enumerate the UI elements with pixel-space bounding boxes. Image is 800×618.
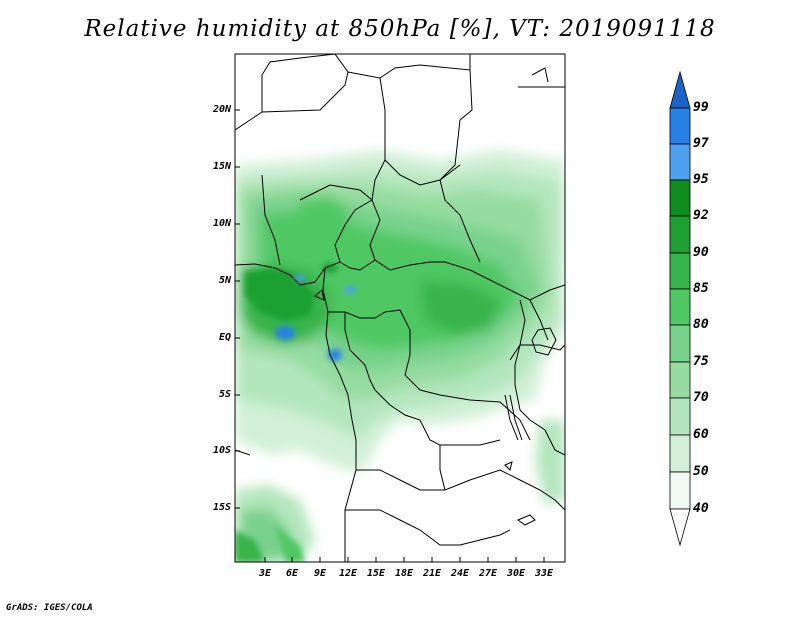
lat-label-20n: 20N xyxy=(212,104,231,115)
lon-label-3e: 3E xyxy=(258,568,272,579)
colorbar-label-92: 92 xyxy=(693,208,709,223)
lon-label-6e: 6E xyxy=(285,568,299,579)
lat-label-5s: 5S xyxy=(218,389,231,400)
lon-label-12e: 12E xyxy=(338,568,358,579)
lon-label-33e: 33E xyxy=(534,568,554,579)
humidity-field xyxy=(235,54,565,562)
colorbar xyxy=(669,70,691,547)
footer-credit: GrADS: IGES/COLA xyxy=(6,603,93,613)
lon-label-9e: 9E xyxy=(313,568,327,579)
colorbar-label-60: 60 xyxy=(693,427,709,442)
lat-label-10s: 10S xyxy=(212,445,231,456)
lon-label-21e: 21E xyxy=(422,568,442,579)
colorbar-label-40: 40 xyxy=(693,501,709,516)
colorbar-label-50: 50 xyxy=(693,464,709,479)
colorbar-label-90: 90 xyxy=(693,245,709,260)
colorbar-bottom-arrow xyxy=(669,508,691,547)
map-ticks xyxy=(235,109,545,562)
lakes xyxy=(314,67,565,526)
lon-label-15e: 15E xyxy=(366,568,386,579)
map-title: Relative humidity at 850hPa [%], VT: 201… xyxy=(84,16,716,42)
lat-label-5n: 5N xyxy=(218,275,231,286)
lat-label-15n: 15N xyxy=(212,161,231,172)
colorbar-label-99: 99 xyxy=(693,100,709,115)
colorbar-top-arrow xyxy=(669,70,691,109)
colorbar-label-70: 70 xyxy=(693,390,709,405)
colorbar-label-95: 95 xyxy=(693,172,709,187)
colorbar-label-85: 85 xyxy=(693,281,709,296)
lon-label-18e: 18E xyxy=(394,568,414,579)
country-borders xyxy=(235,54,565,562)
colorbar-label-97: 97 xyxy=(693,136,709,151)
colorbar-label-80: 80 xyxy=(693,317,709,332)
lat-label-10n: 10N xyxy=(212,218,231,229)
lon-label-30e: 30E xyxy=(506,568,526,579)
lon-label-27e: 27E xyxy=(478,568,498,579)
colorbar-label-75: 75 xyxy=(693,354,709,369)
lat-label-15s: 15S xyxy=(212,502,231,513)
lat-label-eq: EQ xyxy=(218,332,231,343)
map-frame xyxy=(234,53,566,563)
lon-label-24e: 24E xyxy=(450,568,470,579)
